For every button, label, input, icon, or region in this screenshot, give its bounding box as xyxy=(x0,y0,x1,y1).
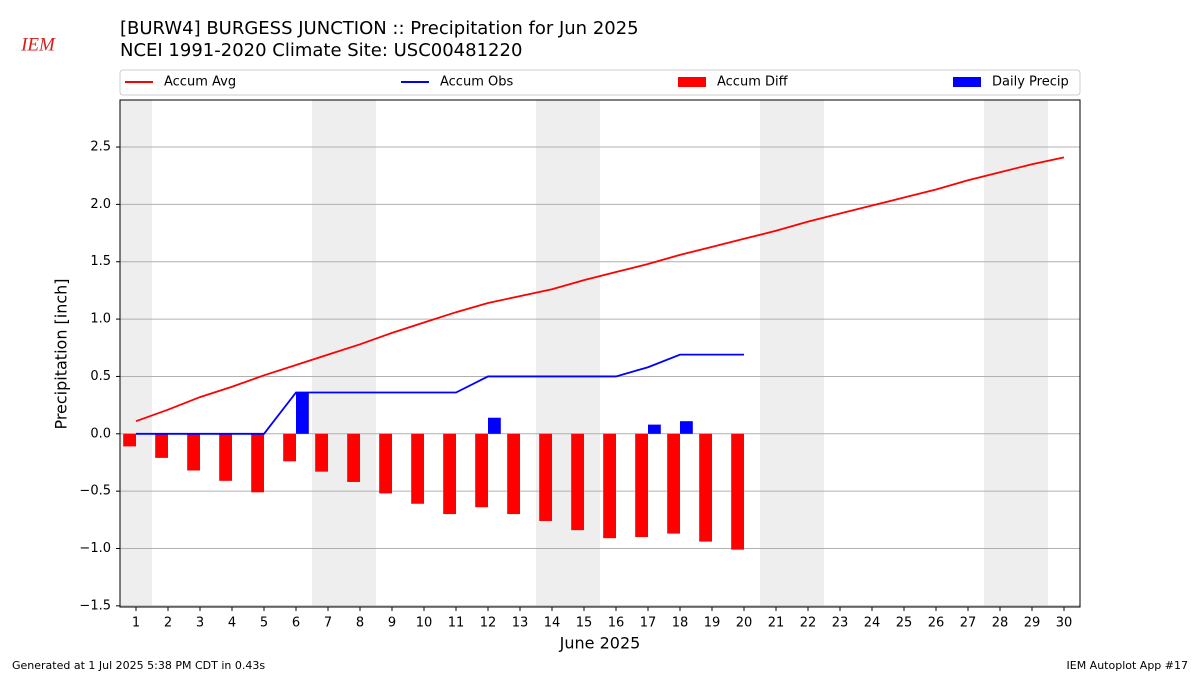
x-tick-label: 19 xyxy=(704,616,721,631)
x-tick-label: 14 xyxy=(544,616,561,631)
bar xyxy=(507,433,520,515)
legend-box xyxy=(119,69,1081,96)
legend-label: Accum Avg xyxy=(164,75,236,90)
bar xyxy=(475,433,488,508)
bar xyxy=(379,433,392,494)
bar xyxy=(296,392,309,434)
bar xyxy=(648,424,661,434)
x-tick-label: 23 xyxy=(832,616,849,631)
y-tick-label: −1.0 xyxy=(79,541,111,556)
x-tick-label: 18 xyxy=(672,616,689,631)
bar xyxy=(219,433,232,481)
bar xyxy=(488,417,501,434)
bar xyxy=(187,433,200,471)
y-tick-label: 2.5 xyxy=(90,140,111,155)
x-tick-label: 4 xyxy=(228,616,236,631)
legend-label: Accum Diff xyxy=(717,75,789,90)
x-tick-label: 17 xyxy=(640,616,657,631)
legend-swatch xyxy=(953,77,981,87)
y-tick-label: 1.5 xyxy=(90,254,111,269)
x-tick-label: 9 xyxy=(388,616,396,631)
chart-subtitle: NCEI 1991-2020 Climate Site: USC00481220 xyxy=(120,40,522,61)
weekend-shade xyxy=(984,100,1016,607)
y-tick-label: 1.0 xyxy=(90,312,111,327)
x-tick-label: 7 xyxy=(324,616,332,631)
footer-left: Generated at 1 Jul 2025 5:38 PM CDT in 0… xyxy=(12,659,265,672)
bar xyxy=(347,433,360,482)
x-tick-label: 22 xyxy=(800,616,817,631)
bar xyxy=(635,433,648,538)
x-tick-label: 15 xyxy=(576,616,593,631)
x-tick-label: 8 xyxy=(356,616,364,631)
x-tick-label: 2 xyxy=(164,616,172,631)
legend-swatch xyxy=(678,77,706,87)
x-tick-label: 26 xyxy=(928,616,945,631)
legend-label: Daily Precip xyxy=(992,75,1069,90)
footer-right: IEM Autoplot App #17 xyxy=(1067,659,1189,672)
x-tick-label: 27 xyxy=(960,616,977,631)
x-tick-label: 1 xyxy=(132,616,140,631)
weekend-shade xyxy=(1016,100,1048,607)
weekend-shade xyxy=(792,100,824,607)
bar xyxy=(731,433,744,550)
weekend-shade xyxy=(312,100,344,607)
y-tick-label: 0.0 xyxy=(90,426,111,441)
y-tick-label: −0.5 xyxy=(79,484,111,499)
bar xyxy=(539,433,552,521)
x-tick-label: 30 xyxy=(1056,616,1073,631)
bar xyxy=(667,433,680,534)
x-tick-label: 16 xyxy=(608,616,625,631)
x-tick-label: 5 xyxy=(260,616,268,631)
x-tick-label: 20 xyxy=(736,616,753,631)
x-tick-label: 29 xyxy=(1024,616,1041,631)
bar xyxy=(443,433,456,515)
legend-label: Accum Obs xyxy=(440,75,513,90)
y-axis-label: Precipitation [inch] xyxy=(52,278,71,429)
x-tick-label: 24 xyxy=(864,616,881,631)
x-tick-label: 28 xyxy=(992,616,1009,631)
bar xyxy=(123,433,136,447)
x-tick-label: 11 xyxy=(448,616,465,631)
x-tick-label: 10 xyxy=(416,616,433,631)
bar xyxy=(283,433,296,462)
bar xyxy=(680,421,693,434)
bar xyxy=(603,433,616,539)
plot-frame xyxy=(119,99,1081,608)
weekend-shade xyxy=(120,100,152,607)
bar xyxy=(571,433,584,531)
y-tick-label: −1.5 xyxy=(79,598,111,613)
line xyxy=(136,353,744,435)
x-tick-label: 21 xyxy=(768,616,785,631)
x-tick-label: 25 xyxy=(896,616,913,631)
logo: IEM xyxy=(20,34,56,55)
bar xyxy=(155,433,168,458)
weekend-shade xyxy=(536,100,568,607)
x-tick-label: 6 xyxy=(292,616,300,631)
chart-title: [BURW4] BURGESS JUNCTION :: Precipitatio… xyxy=(120,18,639,39)
bar xyxy=(315,433,328,472)
x-tick-label: 13 xyxy=(512,616,529,631)
y-tick-label: 2.0 xyxy=(90,197,111,212)
weekend-shade xyxy=(568,100,600,607)
bar xyxy=(411,433,424,504)
x-axis-label: June 2025 xyxy=(559,634,641,653)
weekend-shade xyxy=(344,100,376,607)
line xyxy=(135,156,1065,423)
weekend-shade xyxy=(760,100,792,607)
y-tick-label: 0.5 xyxy=(90,369,111,384)
bar xyxy=(251,433,264,493)
x-tick-label: 12 xyxy=(480,616,497,631)
bar xyxy=(699,433,712,542)
x-tick-label: 3 xyxy=(196,616,204,631)
